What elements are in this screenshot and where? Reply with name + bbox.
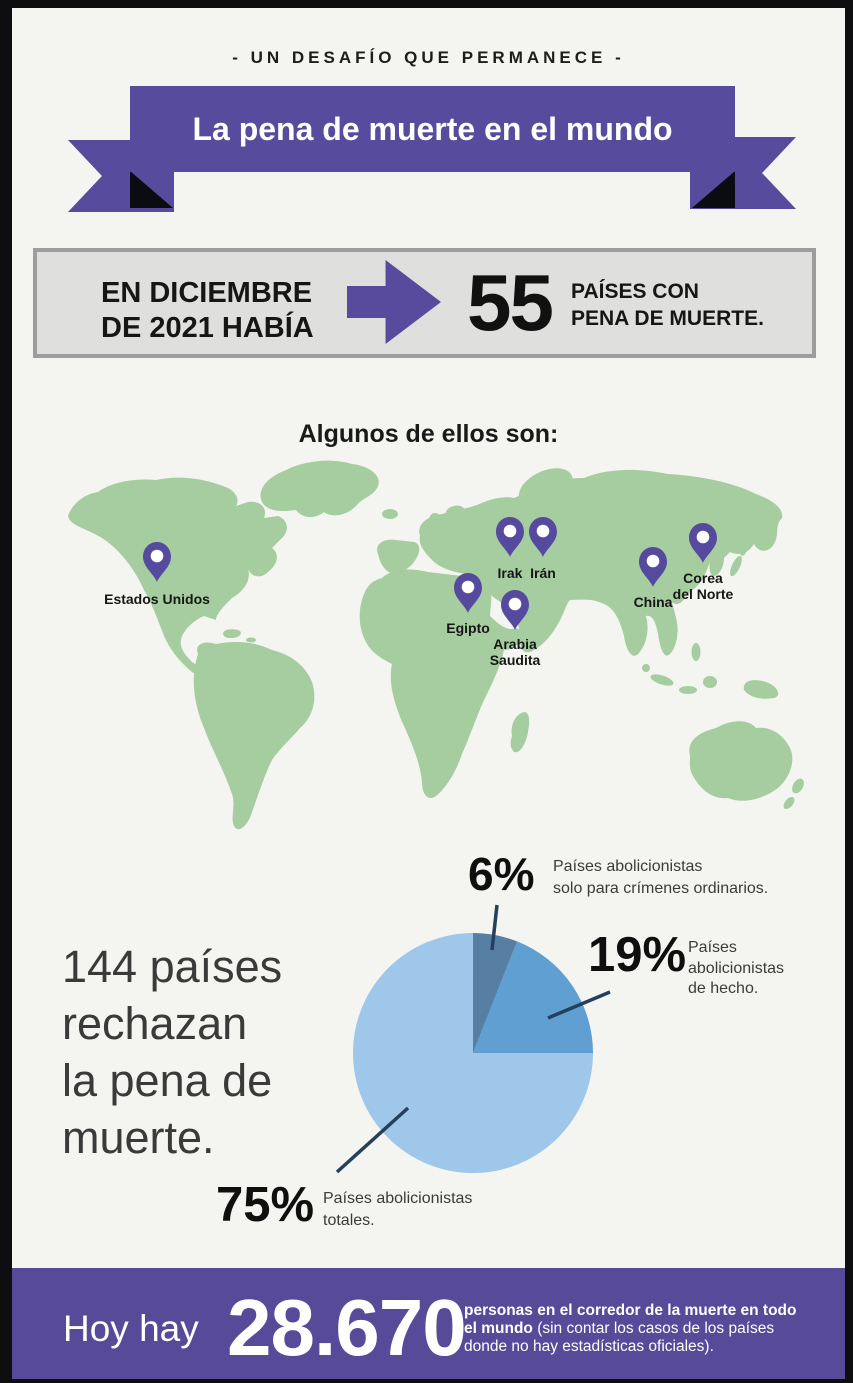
island-sumatra: [650, 674, 674, 686]
map-pin-egipto: Egipto: [446, 573, 490, 636]
pin-label-egipto: Egipto: [446, 620, 490, 636]
pie-label-19pct-line1: Países: [688, 939, 737, 956]
stat-date-line1: EN DICIEMBRE: [101, 277, 313, 309]
pie-pointer-lines: [335, 904, 611, 1174]
island-sri-lanka: [642, 664, 650, 672]
ribbon-banner: La pena de muerte en el mundo: [130, 86, 735, 172]
pie-slice-19: [473, 941, 593, 1053]
pie-chart: [353, 933, 593, 1173]
pie-label-6pct: Países abolicionistas solo para crímenes…: [553, 856, 768, 899]
continent-africa: [359, 569, 526, 799]
fact-line3: la pena de: [62, 1055, 273, 1106]
page-title: La pena de muerte en el mundo: [192, 110, 673, 147]
pie-label-19pct-line3: de hecho.: [688, 980, 759, 997]
continent-greenland: [260, 460, 379, 518]
pin-label-corea-line1: Corea: [683, 570, 723, 586]
continent-south-america: [193, 642, 315, 830]
footer-prefix: Hoy hay: [63, 1308, 199, 1349]
header-tagline: - UN DESAFÍO QUE PERMANECE -: [232, 48, 625, 67]
fact-line1: 144 países: [62, 941, 283, 992]
pointer-line-75pct: [335, 1106, 410, 1174]
stat-date-line2: DE 2021 HABÍA: [101, 312, 314, 344]
pie-slice-6: [473, 933, 518, 1053]
map-pin-estados-unidos: Estados Unidos: [104, 542, 210, 607]
island-hispaniola: [246, 637, 256, 643]
pin-hole: [536, 524, 550, 538]
footer-bar: Hoy hay 28.670 personas en el corredor d…: [12, 1268, 845, 1379]
island-cuba: [223, 629, 241, 638]
stat-unit-line2: PENA DE MUERTE.: [571, 307, 764, 330]
stat-unit-line1: PAÍSES CON: [571, 280, 699, 303]
pin-hole: [646, 554, 660, 568]
map-pin-corea-del-norte: Corea del Norte: [673, 523, 734, 602]
footer-note-bold: personas en el corredor de la muerte en …: [464, 1302, 797, 1337]
pin-hole: [461, 580, 475, 594]
pin-hole: [696, 530, 710, 544]
arrow-right-icon: [347, 260, 441, 344]
pie-value-75pct: 75%: [216, 1178, 315, 1232]
map-title: Algunos de ellos son:: [298, 420, 559, 448]
island-new-zealand-1: [792, 778, 804, 794]
pie-label-19pct: Países abolicionistas de hecho.: [688, 938, 784, 1000]
island-borneo: [703, 676, 717, 688]
pin-label-estados-unidos: Estados Unidos: [104, 591, 210, 607]
infographic-content: - UN DESAFÍO QUE PERMANECE - La pena de …: [12, 8, 845, 1379]
stat-box-date: EN DICIEMBRE DE 2021 HABÍA: [101, 276, 314, 346]
pie-label-6pct-line2: solo para crímenes ordinarios.: [553, 879, 769, 897]
pin-label-corea-line2: del Norte: [673, 586, 734, 602]
map-pin-china: China: [634, 547, 673, 610]
fact-line2: rechazan: [62, 998, 248, 1049]
map-pin-irak: Irak: [496, 517, 524, 581]
pointer-line-19pct: [547, 990, 611, 1020]
island-new-guinea: [743, 680, 779, 699]
pie-label-6pct-line1: Países abolicionistas: [553, 858, 703, 875]
island-japan-2: [740, 540, 748, 556]
island-madagascar: [510, 712, 530, 753]
stat-box-unit: PAÍSES CON PENA DE MUERTE.: [571, 278, 764, 332]
map-pin-iran: Irán: [529, 517, 557, 581]
pin-hole: [508, 597, 522, 611]
pie-label-75pct: Países abolicionistas totales.: [323, 1188, 472, 1232]
pin-hole: [503, 524, 517, 538]
continent-australia: [689, 721, 793, 801]
footer-note-regular: (sin contar los casos de los países dond…: [464, 1320, 775, 1355]
pin-label-china: China: [634, 594, 673, 610]
pie-value-6pct: 6%: [468, 848, 535, 900]
island-iceland: [382, 509, 398, 519]
pin-label-iran: Irán: [530, 565, 556, 581]
fact-line4: muerte.: [62, 1112, 215, 1163]
pie-value-19pct: 19%: [588, 928, 687, 982]
island-japan-1: [730, 555, 742, 577]
countries-count: 55: [467, 258, 554, 347]
pin-label-irak: Irak: [498, 565, 523, 581]
footer-note: personas en el corredor de la muerte en …: [464, 1302, 809, 1356]
pin-label-arabia-line1: Arabia: [493, 636, 537, 652]
pin-hole: [150, 549, 164, 563]
pointer-line-6pct: [490, 904, 499, 951]
pin-label-arabia-line2: Saudita: [490, 652, 541, 668]
pie-label-75pct-line1: Países abolicionistas: [323, 1190, 473, 1207]
pie-label-75pct-line2: totales.: [323, 1212, 375, 1229]
pie-label-19pct-line2: abolicionistas: [688, 959, 785, 977]
region-iberia: [377, 539, 420, 574]
map-pin-arabia-saudita: Arabia Saudita: [490, 590, 541, 668]
world-map: Estados Unidos Egipto Irak Irán Arabia: [68, 460, 804, 830]
fact-text: 144 países rechazan la pena de muerte.: [62, 938, 282, 1166]
island-new-zealand-2: [783, 797, 795, 809]
island-java: [679, 686, 697, 694]
continent-north-america: [68, 477, 287, 676]
stat-box: EN DICIEMBRE DE 2021 HABÍA 55 PAÍSES CON…: [33, 248, 816, 358]
island-philippines: [691, 643, 701, 661]
death-row-count: 28.670: [227, 1283, 467, 1372]
